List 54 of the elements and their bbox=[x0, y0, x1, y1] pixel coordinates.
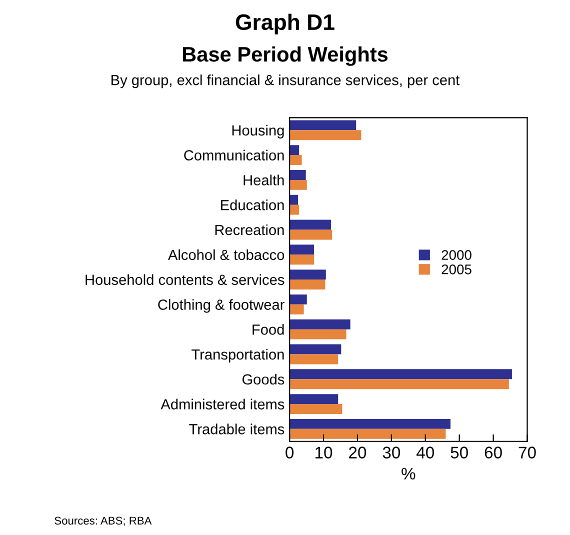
chart-subtitle: Base Period Weights bbox=[182, 46, 388, 66]
y-tick-label: Communication bbox=[184, 150, 284, 160]
y-tick-label: Food bbox=[252, 324, 284, 335]
x-axis-title: % bbox=[402, 468, 416, 480]
bar bbox=[290, 204, 300, 215]
bar bbox=[290, 180, 307, 190]
bar bbox=[290, 270, 326, 280]
y-tick-label: Administered items bbox=[160, 398, 284, 410]
bar bbox=[290, 379, 509, 390]
bar bbox=[290, 404, 342, 414]
source-note: Sources: ABS; RBA bbox=[54, 516, 152, 526]
bar bbox=[290, 319, 350, 330]
bar bbox=[290, 170, 306, 180]
y-tick-label: Clothing & footwear bbox=[158, 299, 284, 313]
bar bbox=[290, 304, 304, 314]
x-tick-label: 0 bbox=[286, 446, 294, 458]
y-tick-label: Housing bbox=[232, 124, 284, 138]
legend-label: 2005 bbox=[442, 264, 472, 274]
bar bbox=[290, 254, 314, 265]
bar bbox=[290, 369, 512, 380]
chart-title: Graph D1 bbox=[236, 14, 334, 34]
bar bbox=[290, 244, 314, 255]
bar bbox=[290, 230, 332, 240]
y-tick-label: Transportation bbox=[192, 348, 284, 363]
bar bbox=[290, 428, 446, 439]
y-tick-label: Alcohol & tobacco bbox=[168, 249, 284, 260]
bar bbox=[290, 344, 342, 354]
bar bbox=[290, 194, 298, 205]
x-tick-label: 60 bbox=[484, 446, 502, 458]
y-tick-label: Education bbox=[221, 200, 284, 210]
bar bbox=[290, 354, 338, 364]
bar bbox=[290, 280, 326, 290]
text: By group, excl financial & insurance services, per cent bbox=[112, 74, 460, 88]
bar bbox=[290, 220, 331, 230]
bar bbox=[290, 120, 356, 130]
x-tick-label: 70 bbox=[518, 446, 536, 458]
x-tick-label: 30 bbox=[382, 446, 400, 458]
bar bbox=[290, 329, 346, 340]
y-tick-label: Household contents & services bbox=[86, 274, 284, 285]
x-tick-label: 10 bbox=[316, 446, 332, 458]
y-tick-label: Health bbox=[244, 174, 284, 186]
bar bbox=[290, 418, 451, 429]
x-tick-label: 40 bbox=[416, 446, 434, 458]
bar bbox=[290, 294, 307, 304]
y-tick-label: Tradable items bbox=[189, 424, 284, 434]
bar bbox=[290, 394, 338, 404]
x-tick-label: 20 bbox=[349, 446, 366, 458]
bar bbox=[290, 155, 302, 166]
legend-label: 2000 bbox=[442, 250, 472, 260]
y-tick-label: Recreation bbox=[215, 224, 284, 236]
bar bbox=[290, 130, 362, 140]
x-tick-label: 50 bbox=[450, 446, 468, 458]
bar bbox=[290, 145, 300, 156]
y-tick-label: Goods bbox=[242, 374, 284, 385]
